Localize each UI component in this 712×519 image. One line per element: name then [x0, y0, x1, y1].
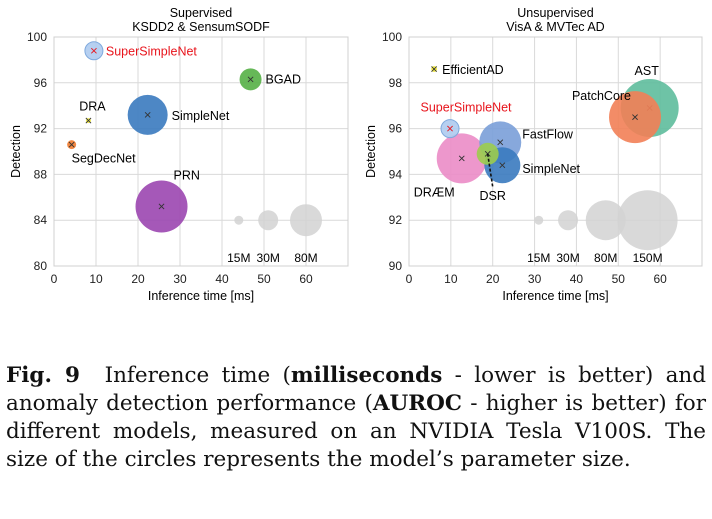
point-segdecnet: [67, 140, 77, 150]
x-tick-label: 10: [89, 272, 103, 286]
marker-prn: [158, 203, 165, 210]
y-tick-label: 92: [389, 213, 403, 227]
x-tick-label: 60: [653, 272, 667, 286]
x-axis-label: Inference time [ms]: [502, 289, 608, 303]
y-tick-label: 96: [34, 76, 48, 90]
label-simplenet: SimpleNet: [172, 109, 230, 123]
y-axis-label: Detection: [364, 125, 378, 178]
label-dra: DRA: [79, 100, 106, 114]
size-legend-label-30m: 30M: [257, 251, 280, 265]
x-tick-label: 20: [131, 272, 145, 286]
x-axis-label: Inference time [ms]: [148, 289, 254, 303]
label-fastflow: FastFlow: [522, 127, 574, 141]
label-efficientad: EfficientAD: [442, 63, 504, 77]
x-tick-label: 0: [406, 272, 413, 286]
figure-caption: Fig. 9 Inference time (milliseconds - lo…: [6, 362, 706, 475]
caption-text-after: - higher is better) for different models…: [6, 391, 707, 473]
size-legend-circle-30m: [258, 210, 279, 231]
y-tick-label: 98: [389, 76, 403, 90]
label-bgad: BGAD: [266, 72, 301, 86]
y-tick-label: 88: [34, 167, 48, 181]
marker-draem: [458, 155, 465, 162]
size-legend-label-80m: 80M: [594, 251, 617, 265]
marker-efficientad: [431, 66, 438, 72]
size-legend-circle-80m: [585, 200, 626, 241]
y-tick-label: 100: [27, 30, 47, 44]
point-supersimplenet: [440, 119, 460, 139]
dsr-leader-line: [486, 153, 494, 187]
size-legend-label-150m: 150M: [633, 251, 663, 265]
size-legend-circle-80m: [290, 204, 322, 237]
x-tick-label: 30: [528, 272, 542, 286]
size-legend-circle-15m: [234, 215, 244, 225]
size-legend-label-30m: 30M: [556, 251, 579, 265]
point-dra: [85, 117, 92, 124]
point-supersimplenet: [84, 41, 104, 61]
y-tick-label: 100: [382, 30, 402, 44]
y-axis-label: Detection: [9, 125, 23, 178]
x-tick-label: 60: [299, 272, 313, 286]
x-tick-label: 30: [173, 272, 187, 286]
marker-dra: [85, 117, 92, 124]
marker-patchcore: [632, 114, 638, 121]
chart-title: Supervised: [170, 6, 233, 20]
point-simplenet: [127, 94, 168, 135]
caption-label: Fig. 9: [6, 363, 80, 388]
size-legend-circle-30m: [558, 210, 579, 231]
marker-supersimplenet: [90, 47, 97, 54]
caption-text-middle: - lower is better) and anomaly detection…: [6, 363, 706, 417]
label-prn: PRN: [174, 168, 200, 182]
size-legend-label-15m: 15M: [527, 251, 550, 265]
y-tick-label: 80: [34, 259, 48, 273]
label-supersimplenet: SuperSimpleNet: [106, 45, 198, 59]
caption-bold-2: AUROC: [372, 391, 463, 417]
marker-fastflow: [497, 139, 504, 146]
caption-bold-1: milliseconds: [290, 363, 443, 388]
label-segdecnet: SegDecNet: [72, 152, 136, 166]
marker-bgad: [247, 76, 254, 83]
marker-dsr: [484, 150, 491, 157]
label-simplenet: SimpleNet: [522, 162, 580, 176]
size-legend-circle-150m: [617, 190, 678, 251]
x-tick-label: 50: [257, 272, 271, 286]
point-patchcore: [609, 91, 662, 144]
label-ast: AST: [635, 64, 660, 78]
chart-subtitle: KSDD2 & SensumSODF: [132, 20, 270, 34]
chart-title: Unsupervised: [517, 6, 593, 20]
y-tick-label: 84: [34, 213, 48, 227]
marker-supersimplenet: [447, 125, 453, 132]
x-tick-label: 10: [444, 272, 458, 286]
x-tick-label: 0: [51, 272, 58, 286]
plot-area: [408, 36, 703, 267]
size-legend-label-15m: 15M: [227, 251, 250, 265]
label-draem: DRÆM: [414, 185, 455, 199]
y-tick-label: 92: [34, 122, 48, 136]
point-bgad: [239, 68, 262, 91]
point-efficientad: [431, 66, 438, 73]
x-tick-label: 40: [215, 272, 229, 286]
x-tick-label: 50: [612, 272, 626, 286]
point-draem: [436, 133, 487, 184]
marker-segdecnet: [68, 141, 75, 148]
y-tick-label: 96: [389, 122, 403, 136]
plot-area: [53, 36, 349, 267]
label-dsr: DSR: [479, 189, 505, 203]
label-supersimplenet: SuperSimpleNet: [421, 101, 513, 115]
point-prn: [135, 180, 188, 233]
marker-simplenet: [144, 111, 151, 118]
caption-text-before: Inference time (: [104, 363, 291, 388]
marker-simplenet: [499, 162, 506, 169]
label-patchcore: PatchCore: [572, 89, 631, 103]
size-legend-circle-15m: [534, 215, 544, 225]
size-legend-label-80m: 80M: [294, 251, 317, 265]
y-tick-label: 94: [389, 167, 403, 181]
x-tick-label: 20: [486, 272, 500, 286]
x-tick-label: 40: [570, 272, 584, 286]
y-tick-label: 90: [389, 259, 403, 273]
chart-subtitle: VisA & MVTec AD: [506, 20, 604, 34]
